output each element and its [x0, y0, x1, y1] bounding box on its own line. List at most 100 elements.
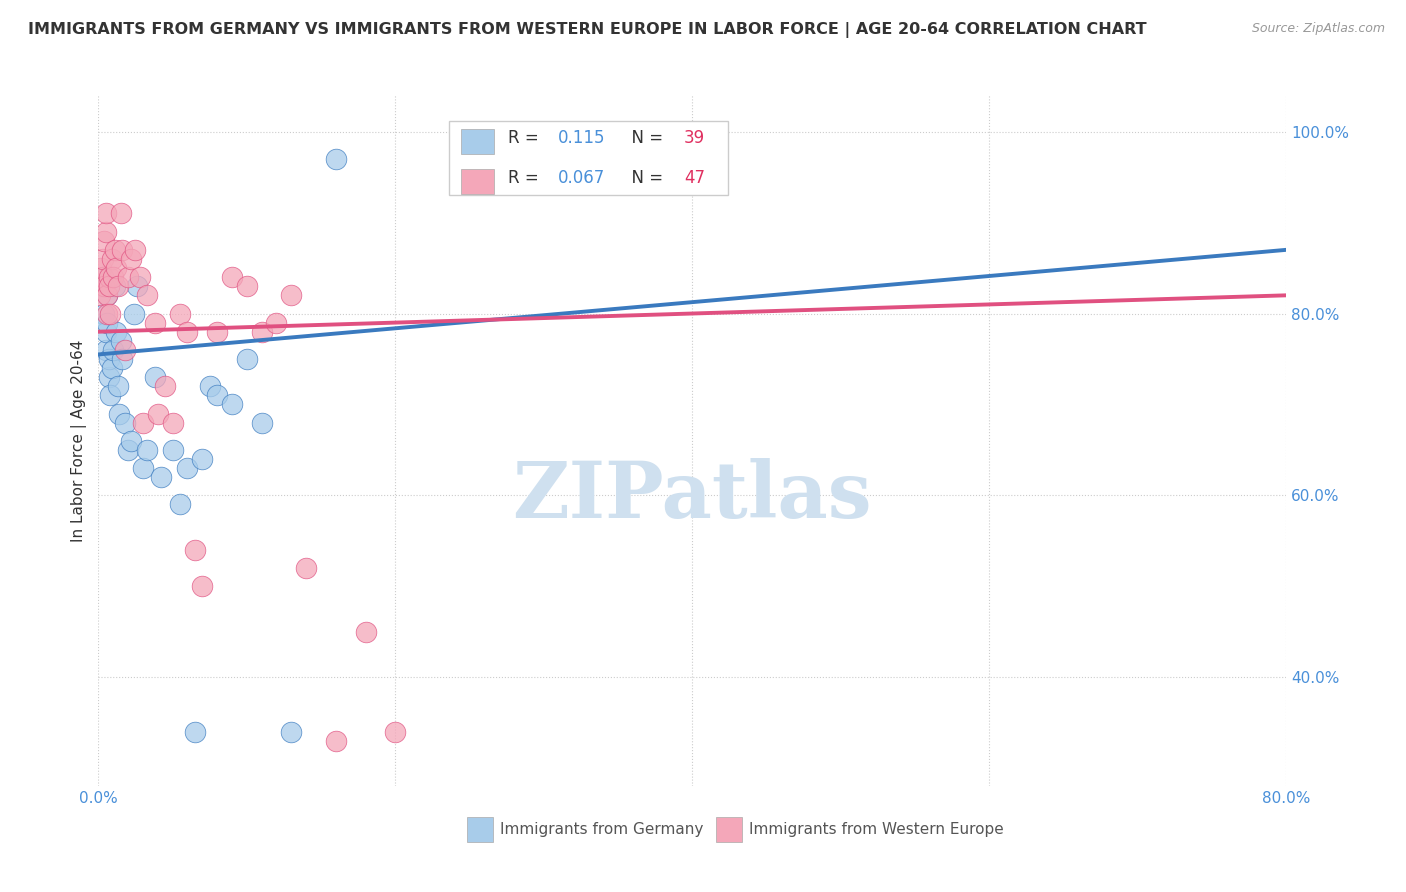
Text: IMMIGRANTS FROM GERMANY VS IMMIGRANTS FROM WESTERN EUROPE IN LABOR FORCE | AGE 2: IMMIGRANTS FROM GERMANY VS IMMIGRANTS FR… [28, 22, 1147, 38]
Point [94, 206, 117, 220]
Point [236, 351, 259, 366]
Point [146, 407, 169, 421]
Point [93, 279, 115, 293]
Point [136, 288, 159, 302]
Point [124, 243, 146, 257]
Point [143, 370, 166, 384]
FancyBboxPatch shape [716, 817, 742, 842]
Point [97, 351, 120, 366]
Point [90, 261, 112, 276]
Point [221, 397, 243, 411]
Point [100, 361, 122, 376]
Point [89, 288, 111, 302]
Point [97, 279, 120, 293]
Text: N =: N = [621, 169, 668, 187]
Point [354, 624, 377, 639]
Text: R =: R = [508, 169, 544, 187]
Point [132, 416, 155, 430]
Point [236, 279, 259, 293]
Point [384, 724, 406, 739]
Point [111, 351, 134, 366]
Point [97, 270, 120, 285]
Point [93, 234, 115, 248]
Point [143, 316, 166, 330]
Text: 0.067: 0.067 [558, 169, 605, 187]
Point [169, 498, 191, 512]
Point [105, 261, 128, 276]
Point [90, 279, 112, 293]
Point [205, 388, 228, 402]
FancyBboxPatch shape [461, 169, 494, 194]
Point [96, 306, 118, 320]
Point [198, 379, 221, 393]
FancyBboxPatch shape [467, 817, 492, 842]
Point [221, 270, 243, 285]
Point [205, 325, 228, 339]
Point [107, 379, 129, 393]
Point [169, 306, 191, 320]
Point [266, 316, 288, 330]
Point [110, 334, 132, 348]
Point [325, 152, 347, 166]
Text: Immigrants from Germany: Immigrants from Germany [499, 822, 703, 837]
Point [184, 543, 207, 558]
Point [162, 416, 184, 430]
Point [125, 279, 148, 293]
Point [176, 325, 198, 339]
Point [280, 724, 302, 739]
Text: 47: 47 [683, 169, 704, 187]
Text: Immigrants from Western Europe: Immigrants from Western Europe [749, 822, 1004, 837]
FancyBboxPatch shape [449, 120, 728, 195]
Point [98, 306, 121, 320]
Point [93, 306, 115, 320]
Point [681, 152, 703, 166]
Point [97, 370, 120, 384]
Point [91, 270, 114, 285]
Point [103, 343, 125, 357]
Point [111, 243, 134, 257]
Point [108, 407, 131, 421]
Point [91, 252, 114, 266]
Point [325, 734, 347, 748]
Point [117, 442, 139, 457]
Point [96, 288, 118, 302]
Point [100, 252, 122, 266]
Point [114, 343, 136, 357]
Point [98, 388, 121, 402]
Point [191, 579, 214, 593]
Point [96, 316, 118, 330]
Y-axis label: In Labor Force | Age 20-64: In Labor Force | Age 20-64 [72, 340, 87, 542]
Point [122, 306, 145, 320]
Point [94, 325, 117, 339]
Text: N =: N = [621, 129, 668, 147]
Point [136, 442, 159, 457]
Text: Source: ZipAtlas.com: Source: ZipAtlas.com [1251, 22, 1385, 36]
Point [105, 325, 128, 339]
Text: R =: R = [508, 129, 550, 147]
Text: 0.115: 0.115 [558, 129, 606, 147]
Point [117, 270, 139, 285]
Point [250, 325, 273, 339]
Point [162, 442, 184, 457]
Point [94, 343, 117, 357]
Point [120, 252, 142, 266]
Point [114, 416, 136, 430]
Point [107, 279, 129, 293]
Point [132, 461, 155, 475]
Point [96, 288, 118, 302]
Point [110, 206, 132, 220]
Point [104, 279, 127, 293]
FancyBboxPatch shape [461, 129, 494, 154]
Point [184, 724, 207, 739]
Point [120, 434, 142, 448]
Point [103, 270, 125, 285]
Point [295, 561, 318, 575]
Point [104, 243, 127, 257]
Point [191, 452, 214, 467]
Point [129, 270, 152, 285]
Point [153, 379, 176, 393]
Point [91, 270, 114, 285]
Text: ZIPatlas: ZIPatlas [512, 458, 872, 534]
Point [250, 416, 273, 430]
Point [280, 288, 302, 302]
